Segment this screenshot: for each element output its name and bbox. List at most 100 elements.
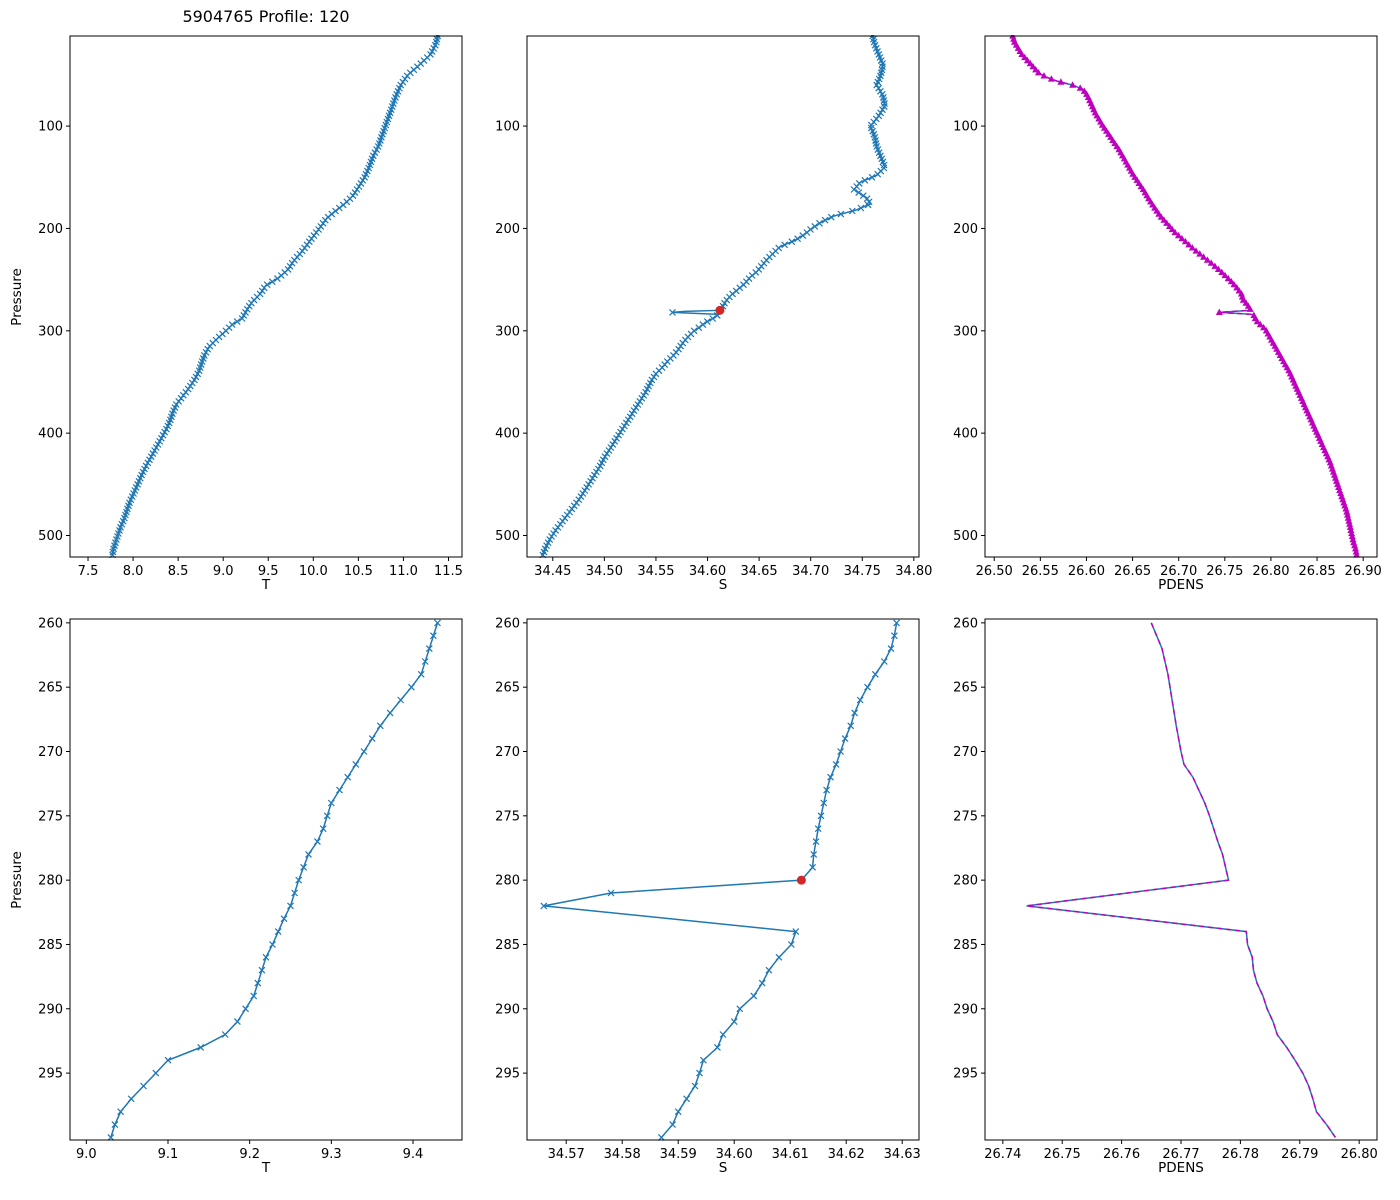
x-tick-label: 26.60 bbox=[1068, 564, 1105, 579]
y-tick-label: 290 bbox=[953, 1002, 978, 1017]
x-tick-label: 34.70 bbox=[792, 564, 829, 579]
x-tick-label: 34.50 bbox=[586, 564, 623, 579]
y-tick-label: 285 bbox=[495, 938, 520, 953]
y-tick-label: 100 bbox=[38, 120, 63, 135]
x-tick-label: 26.80 bbox=[1341, 1147, 1378, 1162]
subplot-s-profile-zoom bbox=[540, 619, 901, 1141]
x-tick-label: 9.0 bbox=[76, 1147, 97, 1162]
x-tick-label: 9.0 bbox=[213, 564, 234, 579]
axes-frame bbox=[984, 618, 1378, 1141]
salinity-markers bbox=[539, 35, 888, 558]
xlabel-pdens-zoom: PDENS bbox=[1158, 1160, 1204, 1176]
x-tick-label: 26.78 bbox=[1222, 1147, 1259, 1162]
axes-frame bbox=[526, 35, 920, 558]
x-tick-label: 7.5 bbox=[78, 564, 99, 579]
y-tick-label: 275 bbox=[495, 809, 520, 824]
x-tick-label: 9.3 bbox=[321, 1147, 342, 1162]
y-tick-label: 500 bbox=[38, 529, 63, 544]
x-tick-label: 34.65 bbox=[740, 564, 777, 579]
salinity-line bbox=[541, 35, 886, 557]
x-tick-label: 9.2 bbox=[239, 1147, 260, 1162]
y-tick-label: 260 bbox=[953, 616, 978, 631]
x-tick-label: 26.65 bbox=[1114, 564, 1151, 579]
x-tick-label: 26.50 bbox=[976, 564, 1013, 579]
y-tick-label: 100 bbox=[495, 120, 520, 135]
potential-density-original-zoom-line bbox=[1026, 622, 1337, 1138]
x-tick-label: 34.63 bbox=[884, 1147, 921, 1162]
y-tick-label: 265 bbox=[495, 681, 520, 696]
y-tick-label: 270 bbox=[38, 745, 63, 760]
x-tick-label: 11.5 bbox=[434, 564, 463, 579]
x-tick-label: 9.1 bbox=[158, 1147, 179, 1162]
y-tick-label: 300 bbox=[953, 324, 978, 339]
x-tick-label: 34.59 bbox=[660, 1147, 697, 1162]
y-tick-label: 275 bbox=[38, 809, 63, 824]
temperature-zoom-markers bbox=[107, 619, 441, 1141]
x-tick-label: 10.0 bbox=[299, 564, 328, 579]
x-tick-label: 26.79 bbox=[1281, 1147, 1318, 1162]
potential-density-original-line bbox=[1011, 35, 1358, 557]
y-tick-label: 260 bbox=[38, 616, 63, 631]
y-tick-label: 280 bbox=[495, 874, 520, 889]
y-tick-label: 280 bbox=[953, 874, 978, 889]
axes-frame bbox=[69, 618, 463, 1141]
y-tick-label: 270 bbox=[953, 745, 978, 760]
x-tick-label: 34.75 bbox=[844, 564, 881, 579]
y-tick-label: 200 bbox=[495, 222, 520, 237]
ylabel-pressure-top-row: Pressure bbox=[0, 36, 34, 557]
figure-title: 5904765 Profile: 120 bbox=[182, 7, 350, 26]
y-tick-label: 400 bbox=[953, 427, 978, 442]
x-tick-label: 26.77 bbox=[1162, 1147, 1199, 1162]
subplot-s-profile-full bbox=[539, 35, 888, 558]
x-tick-label: 34.60 bbox=[689, 564, 726, 579]
ylabel-pressure-text: Pressure bbox=[9, 267, 25, 326]
x-tick-label: 34.62 bbox=[828, 1147, 865, 1162]
y-tick-label: 280 bbox=[38, 874, 63, 889]
subplot-t-profile-zoom bbox=[107, 619, 441, 1141]
xlabel-t-zoom: T bbox=[261, 1160, 271, 1176]
subplot-t-profile-full bbox=[109, 35, 442, 558]
axes-frame bbox=[69, 35, 463, 558]
potential-density-line bbox=[1011, 35, 1358, 557]
x-tick-label: 26.80 bbox=[1252, 564, 1289, 579]
x-tick-label: 11.0 bbox=[389, 564, 418, 579]
y-tick-label: 285 bbox=[38, 938, 63, 953]
y-tick-label: 285 bbox=[953, 938, 978, 953]
x-tick-label: 10.5 bbox=[344, 564, 373, 579]
potential-density-markers bbox=[1009, 35, 1361, 558]
y-tick-label: 400 bbox=[38, 427, 63, 442]
x-tick-label: 9.5 bbox=[258, 564, 279, 579]
y-tick-label: 265 bbox=[953, 681, 978, 696]
y-tick-label: 100 bbox=[953, 120, 978, 135]
x-tick-label: 26.75 bbox=[1206, 564, 1243, 579]
y-tick-label: 290 bbox=[495, 1002, 520, 1017]
x-tick-label: 34.80 bbox=[895, 564, 932, 579]
xlabel-pdens-top: PDENS bbox=[1158, 577, 1204, 593]
temperature-markers bbox=[109, 35, 442, 558]
y-tick-label: 500 bbox=[495, 529, 520, 544]
x-tick-label: 8.5 bbox=[168, 564, 189, 579]
y-tick-label: 200 bbox=[953, 222, 978, 237]
x-tick-label: 26.55 bbox=[1022, 564, 1059, 579]
flagged-point-marker bbox=[715, 305, 725, 315]
xlabel-t-top: T bbox=[261, 577, 271, 593]
y-tick-label: 200 bbox=[38, 222, 63, 237]
temperature-zoom-line bbox=[110, 622, 439, 1138]
y-tick-label: 295 bbox=[495, 1067, 520, 1082]
axes-frame bbox=[984, 35, 1378, 558]
y-tick-label: 300 bbox=[495, 324, 520, 339]
y-tick-label: 500 bbox=[953, 529, 978, 544]
potential-density-zoom-line bbox=[1026, 622, 1337, 1138]
x-tick-label: 34.57 bbox=[548, 1147, 585, 1162]
x-tick-label: 26.85 bbox=[1298, 564, 1335, 579]
x-tick-label: 26.75 bbox=[1044, 1147, 1081, 1162]
x-tick-label: 8.0 bbox=[123, 564, 144, 579]
x-tick-label: 26.74 bbox=[984, 1147, 1021, 1162]
xlabel-s-top: S bbox=[718, 577, 728, 593]
ylabel-pressure-bottom-row: Pressure bbox=[0, 619, 34, 1140]
y-tick-label: 295 bbox=[38, 1067, 63, 1082]
salinity-zoom-markers bbox=[540, 619, 901, 1141]
y-tick-label: 300 bbox=[38, 324, 63, 339]
